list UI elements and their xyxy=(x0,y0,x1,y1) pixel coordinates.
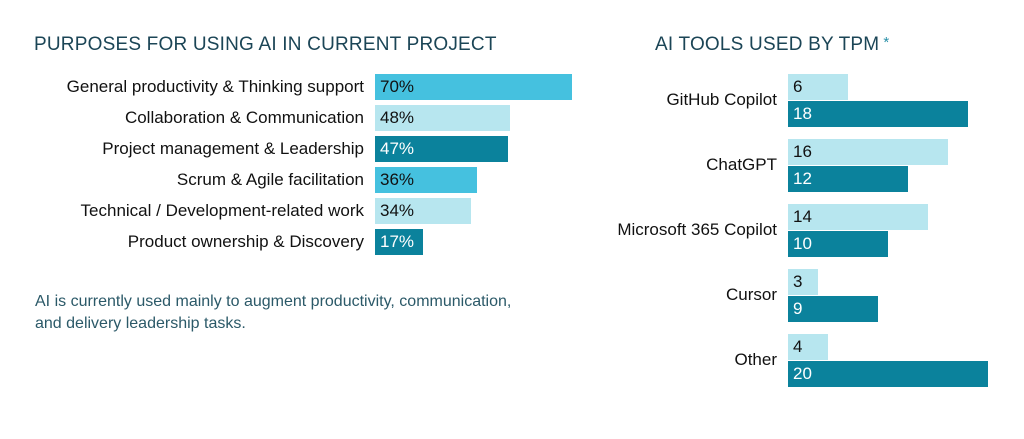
category-label: Product ownership & Discovery xyxy=(127,232,364,251)
bar-series-1 xyxy=(788,269,818,295)
category-label: Other xyxy=(734,350,777,369)
data-label: 20 xyxy=(793,364,812,383)
category-label: Microsoft 365 Copilot xyxy=(617,220,777,239)
category-label: General productivity & Thinking support xyxy=(66,77,364,96)
category-label: Cursor xyxy=(725,285,777,304)
bar-series-1 xyxy=(788,204,928,230)
data-label: 47% xyxy=(380,139,415,158)
bar xyxy=(375,167,477,193)
bar-series-1 xyxy=(788,139,948,165)
category-label: Project management & Leadership xyxy=(102,139,364,158)
bar xyxy=(375,74,573,100)
data-label: 4 xyxy=(793,337,803,356)
category-label: Scrum & Agile facilitation xyxy=(176,170,364,189)
bar-series-2 xyxy=(788,231,888,257)
bar xyxy=(375,229,423,255)
bar xyxy=(375,136,508,162)
bar-series-1 xyxy=(788,74,848,100)
data-label: 6 xyxy=(793,77,803,96)
bar xyxy=(375,105,511,131)
category-label: Collaboration & Communication xyxy=(124,108,364,127)
data-label: 16 xyxy=(793,142,812,161)
data-label: 34% xyxy=(380,201,415,220)
bar xyxy=(375,198,471,224)
bar-series-2 xyxy=(788,296,878,322)
tools-chart-title: AI TOOLS USED BY TPM * xyxy=(655,34,889,56)
data-label: 36% xyxy=(380,170,415,189)
data-label: 14 xyxy=(793,207,812,226)
bar-series-1 xyxy=(788,334,828,360)
data-label: 48% xyxy=(380,108,415,127)
summary-note: AI is currently used mainly to augment p… xyxy=(35,293,512,332)
data-label: 70% xyxy=(380,77,415,96)
category-label: ChatGPT xyxy=(706,155,777,174)
data-label: 9 xyxy=(793,299,803,318)
bar-series-2 xyxy=(788,361,988,387)
category-label: GitHub Copilot xyxy=(666,90,777,109)
data-label: 3 xyxy=(793,272,803,291)
data-label: 18 xyxy=(793,104,812,123)
data-label: 17% xyxy=(380,232,415,251)
footnote-asterisk-icon: * xyxy=(883,34,890,51)
category-label: Technical / Development-related work xyxy=(80,201,364,220)
bar-series-2 xyxy=(788,101,968,127)
data-label: 10 xyxy=(793,234,812,253)
bar-series-2 xyxy=(788,166,908,192)
tools-chart-title-text: AI TOOLS USED BY TPM xyxy=(655,34,880,55)
purposes-chart-title: PURPOSES FOR USING AI IN CURRENT PROJECT xyxy=(34,34,497,55)
data-label: 12 xyxy=(793,169,812,188)
